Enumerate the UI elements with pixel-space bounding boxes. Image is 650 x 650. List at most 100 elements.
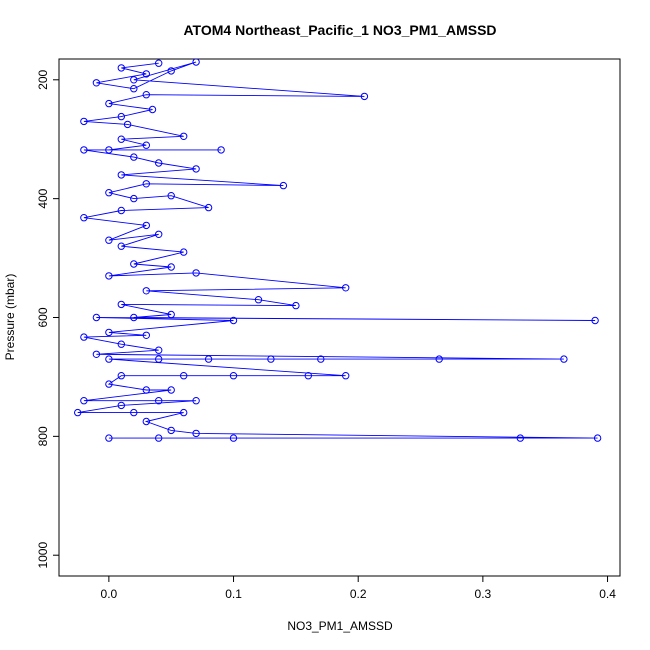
data-point bbox=[167, 426, 175, 435]
data-point bbox=[155, 59, 163, 67]
data-point bbox=[142, 180, 151, 188]
data-point bbox=[155, 346, 163, 354]
y-tick-label: 800 bbox=[36, 426, 50, 446]
data-point bbox=[148, 105, 157, 114]
data-point bbox=[117, 112, 126, 121]
data-point bbox=[229, 434, 238, 442]
data-point bbox=[167, 192, 175, 200]
data-point bbox=[92, 79, 101, 87]
data-point bbox=[142, 141, 151, 149]
data-point bbox=[279, 181, 288, 190]
data-point bbox=[435, 355, 443, 363]
data-point bbox=[105, 189, 113, 197]
data-point bbox=[167, 263, 175, 271]
data-point bbox=[593, 434, 602, 442]
data-point bbox=[204, 355, 213, 363]
data-point bbox=[123, 120, 132, 129]
y-axis: 200 400 600 800 1000 bbox=[36, 69, 59, 569]
data-point bbox=[560, 355, 568, 363]
data-point bbox=[192, 59, 200, 66]
y-tick-label: 200 bbox=[36, 69, 50, 89]
data-point bbox=[80, 117, 88, 126]
data-point bbox=[167, 67, 175, 75]
data-point bbox=[142, 221, 151, 230]
data-point bbox=[192, 165, 200, 173]
data-point bbox=[105, 236, 113, 244]
data-point bbox=[192, 429, 200, 438]
data-point bbox=[142, 417, 151, 426]
x-axis: 0.0 0.1 0.2 0.3 0.4 bbox=[101, 576, 616, 601]
data-point bbox=[92, 313, 101, 322]
data-point bbox=[155, 355, 163, 363]
data-point bbox=[117, 171, 126, 179]
data-point bbox=[130, 153, 138, 161]
data-point bbox=[142, 287, 151, 295]
data-point bbox=[117, 300, 126, 309]
chart-title: ATOM4 Northeast_Pacific_1 NO3_PM1_AMSSD bbox=[183, 22, 496, 38]
data-point bbox=[105, 434, 113, 442]
y-tick-label: 1000 bbox=[36, 542, 50, 569]
data-point bbox=[155, 230, 163, 239]
y-tick-label: 600 bbox=[36, 307, 50, 327]
data-point bbox=[92, 350, 101, 358]
data-point bbox=[105, 355, 113, 363]
data-point bbox=[105, 380, 113, 388]
series-line bbox=[77, 61, 598, 439]
x-tick-label: 0.3 bbox=[475, 587, 492, 601]
data-point bbox=[130, 313, 138, 322]
data-point bbox=[342, 284, 350, 292]
data-point bbox=[180, 372, 188, 380]
data-point bbox=[105, 99, 113, 108]
data-point bbox=[204, 203, 213, 212]
data-point bbox=[229, 372, 238, 380]
data-point bbox=[117, 340, 126, 348]
data-point bbox=[80, 214, 88, 222]
data-point bbox=[117, 135, 126, 143]
data-point bbox=[130, 260, 138, 268]
data-point bbox=[142, 386, 151, 394]
data-point bbox=[192, 397, 200, 405]
data-point bbox=[155, 397, 163, 405]
data-point bbox=[105, 146, 113, 154]
data-point bbox=[142, 70, 151, 78]
data-point bbox=[142, 331, 151, 339]
x-tick-label: 0.4 bbox=[599, 587, 616, 601]
data-point bbox=[167, 386, 175, 394]
data-point bbox=[180, 132, 188, 141]
data-point bbox=[229, 316, 238, 325]
data-point bbox=[117, 206, 126, 215]
data-point bbox=[292, 301, 300, 310]
data-point bbox=[80, 146, 88, 154]
data-point bbox=[105, 272, 113, 280]
data-point bbox=[180, 408, 188, 417]
data-point bbox=[167, 310, 175, 319]
x-tick-label: 0.1 bbox=[225, 587, 242, 601]
data-point bbox=[142, 91, 151, 99]
data-point bbox=[180, 248, 188, 256]
data-point bbox=[267, 355, 275, 363]
data-point bbox=[304, 372, 312, 380]
data-point bbox=[317, 355, 325, 363]
y-tick-label: 400 bbox=[36, 188, 50, 208]
data-point bbox=[80, 397, 88, 405]
data-point bbox=[360, 92, 369, 101]
x-tick-label: 0.0 bbox=[101, 587, 118, 601]
data-point bbox=[117, 401, 126, 410]
data-point bbox=[516, 434, 524, 442]
data-point bbox=[130, 408, 138, 417]
data-point bbox=[117, 242, 126, 250]
data-point bbox=[74, 408, 82, 417]
data-point bbox=[117, 372, 126, 380]
data-point bbox=[155, 434, 163, 442]
data-point bbox=[80, 333, 88, 341]
data-point bbox=[591, 316, 599, 325]
data-point bbox=[217, 146, 225, 154]
data-point bbox=[105, 328, 113, 337]
x-tick-label: 0.2 bbox=[350, 587, 367, 601]
data-point bbox=[155, 159, 163, 167]
y-axis-label: Pressure (mbar) bbox=[3, 274, 17, 361]
series-layer bbox=[74, 59, 602, 442]
data-point bbox=[130, 194, 138, 203]
data-point bbox=[130, 85, 138, 93]
